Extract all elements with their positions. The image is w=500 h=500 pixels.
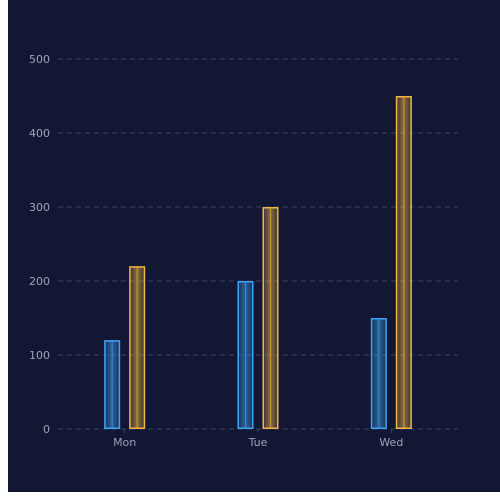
y-tick-label: 100 bbox=[29, 349, 50, 362]
x-tick-label-mon: Mon bbox=[113, 436, 136, 449]
bar-tue-series-1 bbox=[237, 281, 254, 429]
y-tick-label: 0 bbox=[43, 423, 50, 436]
y-tick-label: 300 bbox=[29, 201, 50, 214]
bar-mon-series-2 bbox=[129, 266, 146, 430]
chart-panel bbox=[8, 0, 500, 492]
bar-wed-series-1 bbox=[370, 318, 387, 429]
y-tick-label: 500 bbox=[29, 53, 50, 66]
x-tick-label-tue: Tue bbox=[248, 436, 268, 449]
bar-wed-series-2 bbox=[395, 96, 412, 429]
bar-mon-series-1 bbox=[104, 340, 121, 430]
x-tick-label-wed: Wed bbox=[379, 436, 403, 449]
y-tick-label: 400 bbox=[29, 127, 50, 140]
bar-tue-series-2 bbox=[262, 207, 279, 429]
y-tick-label: 200 bbox=[29, 275, 50, 288]
